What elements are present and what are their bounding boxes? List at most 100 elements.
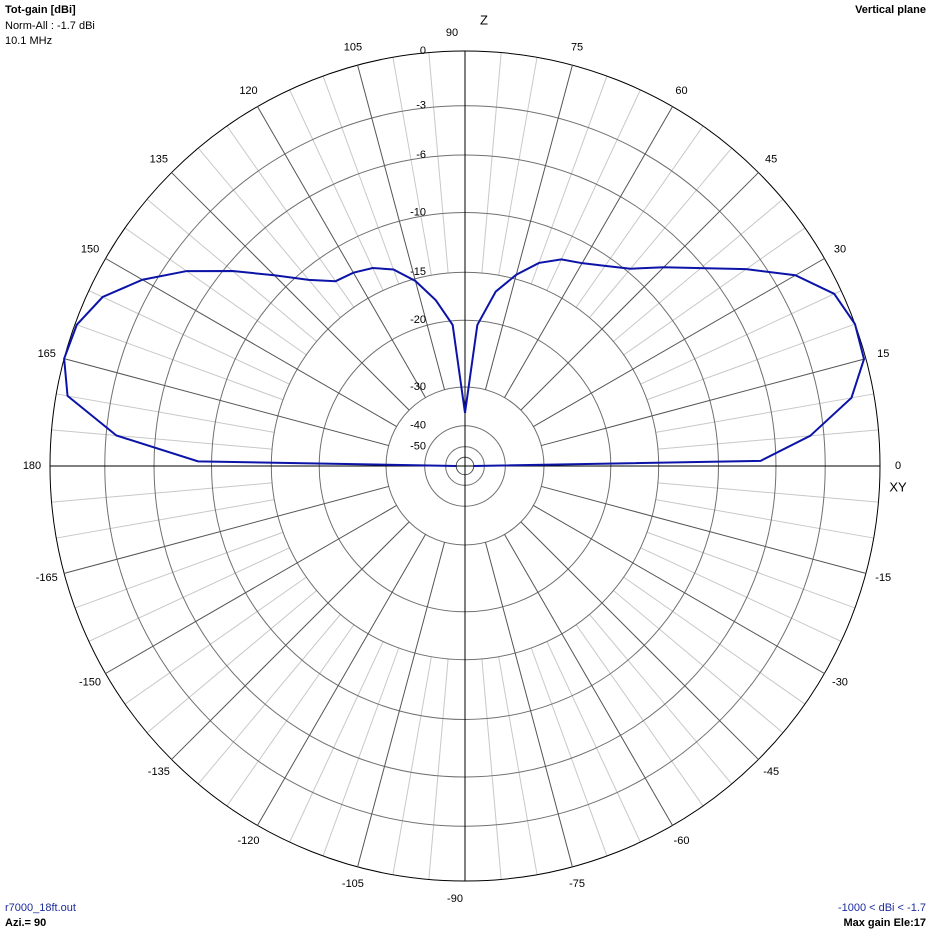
major-spoke — [504, 106, 673, 398]
minor-spoke — [589, 147, 733, 318]
angle-tick-label: 30 — [834, 243, 846, 255]
angle-tick-label: -75 — [569, 878, 585, 890]
minor-spoke — [322, 75, 400, 285]
major-spoke — [533, 505, 825, 674]
minor-spoke — [289, 641, 384, 843]
minor-spoke — [613, 590, 784, 734]
r-tick-label: -10 — [410, 206, 426, 218]
minor-spoke — [530, 647, 608, 857]
labels: 0 -3 -6 -10 -15 -20 -30 -40 -50 0 15 30 45 60 75 90 105 1… — [23, 27, 901, 905]
minor-spoke — [481, 658, 502, 880]
r-tick-label: -6 — [416, 149, 426, 161]
angle-tick-label: 60 — [675, 85, 687, 97]
angle-tick-label: 105 — [344, 42, 362, 54]
minor-spoke — [646, 531, 856, 609]
major-spoke — [484, 65, 573, 390]
angle-tick-label: -150 — [79, 676, 101, 688]
angle-tick-label: -135 — [148, 766, 170, 778]
r-tick-label: -40 — [410, 420, 426, 432]
minor-spoke — [88, 290, 290, 385]
major-spoke — [520, 172, 759, 411]
minor-spoke — [88, 547, 290, 642]
angle-tick-label: 165 — [38, 348, 56, 360]
angle-tick-label: -60 — [674, 835, 690, 847]
major-spoke — [357, 542, 446, 867]
minor-spoke — [657, 429, 879, 450]
gain-pattern — [63, 258, 866, 467]
minor-spoke — [289, 89, 384, 291]
minor-spoke — [428, 658, 449, 880]
major-spoke — [520, 521, 759, 760]
minor-spoke — [655, 499, 874, 539]
plane-label: Vertical plane — [855, 4, 926, 16]
chart-title: Tot-gain [dBi] — [5, 4, 76, 16]
grid — [49, 50, 881, 882]
subtitle: Norm-All : -1.7 dBi — [5, 20, 95, 32]
angle-tick-label: 120 — [239, 85, 257, 97]
minor-spoke — [623, 576, 806, 705]
minor-spoke — [589, 614, 733, 785]
minor-spoke — [546, 641, 641, 843]
major-spoke — [105, 258, 397, 427]
angle-tick-label: -30 — [832, 676, 848, 688]
minor-spoke — [428, 52, 449, 274]
minor-spoke — [655, 393, 874, 433]
r-tick-label: -50 — [410, 441, 426, 453]
footer-azimuth: Azi.= 90 — [5, 917, 46, 929]
minor-spoke — [575, 125, 704, 308]
minor-spoke — [392, 656, 432, 875]
z-axis-label: Z — [480, 12, 488, 27]
minor-spoke — [546, 89, 641, 291]
minor-spoke — [575, 624, 704, 807]
minor-spoke — [56, 393, 275, 433]
minor-spoke — [498, 656, 538, 875]
angle-tick-label: 150 — [81, 243, 99, 255]
xy-axis-label: XY — [889, 479, 907, 494]
subtitle: 10.1 MHz — [5, 35, 52, 47]
major-spoke — [257, 534, 426, 826]
r-tick-label: -30 — [410, 381, 426, 393]
minor-spoke — [640, 290, 842, 385]
minor-spoke — [197, 147, 341, 318]
major-spoke — [541, 358, 866, 447]
footer-file: r7000_18ft.out — [5, 902, 76, 914]
angle-tick-label: -105 — [342, 878, 364, 890]
r-tick-label: 0 — [420, 45, 426, 57]
major-spoke — [504, 534, 673, 826]
minor-spoke — [51, 482, 273, 503]
minor-spoke — [498, 57, 538, 276]
angle-tick-label: 45 — [765, 154, 777, 166]
major-spoke — [357, 65, 446, 390]
minor-spoke — [197, 614, 341, 785]
r-tick-label: -15 — [410, 266, 426, 278]
angle-tick-label: -165 — [36, 572, 58, 584]
angle-tick-label: 90 — [446, 27, 458, 39]
minor-spoke — [124, 227, 307, 356]
footer-range: -1000 < dBi < -1.7 — [838, 902, 926, 914]
r-tick-label: -3 — [416, 100, 426, 112]
major-spoke — [64, 485, 389, 574]
minor-spoke — [51, 429, 273, 450]
angle-tick-label: -120 — [237, 835, 259, 847]
minor-spoke — [226, 624, 355, 807]
major-spoke — [64, 358, 389, 447]
minor-spoke — [146, 590, 317, 734]
footer-max-gain: Max gain Ele:17 — [843, 917, 926, 929]
minor-spoke — [613, 198, 784, 342]
major-spoke — [484, 542, 573, 867]
minor-spoke — [623, 227, 806, 356]
major-spoke — [105, 505, 397, 674]
minor-spoke — [124, 576, 307, 705]
minor-spoke — [226, 125, 355, 308]
minor-spoke — [392, 57, 432, 276]
minor-spoke — [56, 499, 275, 539]
minor-spoke — [481, 52, 502, 274]
major-spoke — [171, 172, 410, 411]
minor-spoke — [74, 323, 284, 401]
angle-tick-label: -45 — [763, 766, 779, 778]
r-tick-label: -20 — [410, 314, 426, 326]
angle-tick-label: -90 — [447, 893, 463, 905]
minor-spoke — [530, 75, 608, 285]
